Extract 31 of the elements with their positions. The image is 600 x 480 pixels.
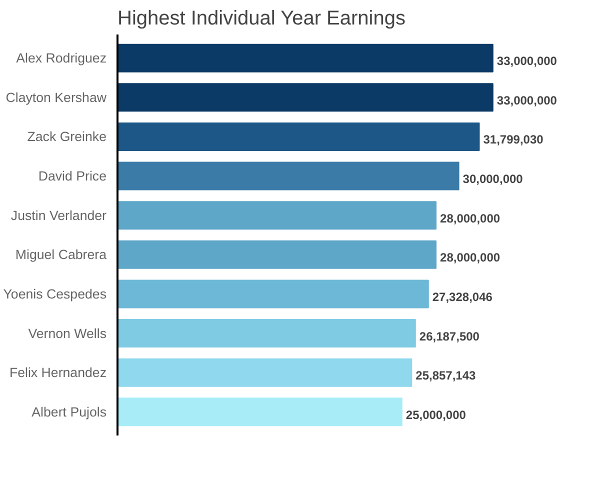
data-label: 26,187,500 (419, 329, 480, 344)
bar (118, 83, 494, 112)
data-label: 27,328,046 (432, 290, 493, 304)
data-label: 30,000,000 (462, 172, 524, 186)
data-label: 25,857,143 (416, 368, 476, 383)
bar (118, 358, 412, 387)
y-tick-label: Yoenis Cespedes (3, 286, 107, 302)
bar (118, 319, 416, 348)
chart-title: Highest Individual Year Earnings (118, 8, 406, 30)
data-label: 28,000,000 (440, 250, 500, 265)
data-label: 33,000,000 (496, 54, 558, 68)
bar (118, 201, 437, 230)
bar (118, 240, 437, 269)
data-label: 25,000,000 (406, 408, 466, 422)
data-label: 31,799,030 (483, 132, 544, 147)
y-tick-label: David Price (38, 168, 107, 184)
y-tick-label: Alex Rodriguez (16, 50, 107, 66)
bar (118, 398, 402, 426)
y-tick-label: Albert Pujols (32, 404, 107, 420)
y-tick-label: Zack Greinke (27, 129, 107, 144)
bar (118, 280, 429, 308)
y-tick-label: Clayton Kershaw (6, 90, 107, 105)
y-tick-label: Justin Verlander (10, 208, 108, 223)
y-tick-label: Miguel Cabrera (15, 247, 108, 262)
data-label: 33,000,000 (496, 93, 558, 108)
y-tick-label: Felix Hernandez (9, 365, 106, 380)
bar (118, 44, 494, 72)
data-label: 28,000,000 (440, 211, 500, 226)
bar (118, 122, 480, 151)
y-tick-label: Vernon Wells (28, 326, 107, 341)
bar (118, 162, 460, 190)
